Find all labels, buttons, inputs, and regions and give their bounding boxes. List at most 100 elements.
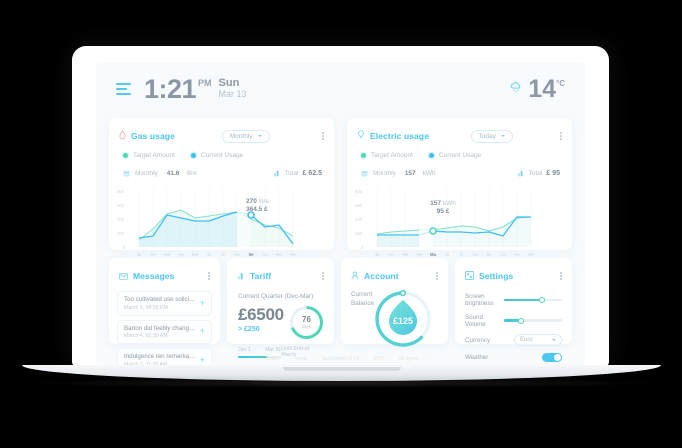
electric-kebab-menu-icon[interactable] (554, 132, 562, 140)
svg-text:Ap: Ap (416, 252, 422, 257)
footer-item-0[interactable]: Privacy (263, 356, 280, 362)
legend-dot-icon (123, 153, 128, 158)
gas-meta-right: Total £ 62.5 (273, 164, 322, 182)
gas-meta-key: Monthly (135, 169, 158, 177)
svg-text:Oc: Oc (500, 252, 505, 257)
svg-text:300: 300 (117, 217, 125, 222)
hamburger-icon[interactable] (116, 83, 131, 95)
legend-dot-icon (428, 153, 434, 158)
message-title: Too cultivated use solicitude (124, 296, 196, 303)
messages-card-header: Messages (109, 258, 220, 285)
settings-kebab-menu-icon[interactable] (554, 272, 562, 280)
electric-chart-tooltip: 157 kWh 95 £ (421, 200, 465, 215)
bar-chart-icon (273, 164, 281, 182)
tariff-kebab-menu-icon[interactable] (316, 272, 324, 280)
messages-card: Messages Too cultivated use solicitude M… (109, 258, 220, 366)
svg-text:Au: Au (234, 252, 240, 257)
tariff-card: Tariff Current Quarter (Dec-Mar) £6500 >… (227, 258, 334, 358)
account-card-header: Account (341, 258, 448, 285)
list-item[interactable]: Indulgence ten remarkably March 2, 11:20… (117, 348, 212, 366)
chevron-down-icon (552, 339, 556, 341)
svg-text:500: 500 (117, 189, 125, 194)
account-body: Current Balance £125 (341, 285, 448, 353)
setting-label-currency: Currency (465, 336, 491, 344)
svg-text:0: 0 (361, 245, 364, 250)
setting-label-weather: Weather (465, 353, 489, 361)
gas-tooltip-value: 270 (246, 198, 257, 205)
setting-row-brightness: Screen brightness (465, 293, 562, 307)
svg-text:450: 450 (355, 203, 363, 208)
list-item[interactable]: Barton did feebly change man March 4, 02… (117, 319, 212, 344)
svg-text:Oc: Oc (262, 252, 267, 257)
electric-meta-key: Monthly (373, 169, 396, 177)
tariff-body: Current Quarter (Dec-Mar) £6500 > £250 7… (227, 285, 334, 366)
svg-text:Ap: Ap (178, 252, 184, 257)
footer-item-4: All rights (398, 356, 418, 362)
gas-period-dropdown[interactable]: Monthly (221, 129, 270, 143)
electric-legend-item-current: Current Usage (428, 152, 481, 159)
bulb-icon (357, 127, 365, 145)
svg-text:300: 300 (355, 217, 363, 222)
screen-brightness-slider[interactable] (504, 297, 562, 303)
electric-legend-item-target: Target Amount (361, 152, 413, 159)
svg-text:Se: Se (248, 252, 254, 257)
tariff-amount-group: £6500 > £250 (238, 306, 284, 333)
gas-kebab-menu-icon[interactable] (316, 132, 324, 140)
electric-meta-right: Total £ 95 (517, 164, 560, 182)
cloud-snow-icon (509, 81, 523, 99)
calendar-icon (361, 164, 368, 182)
svg-text:De: De (528, 252, 534, 257)
electric-total-label: Total (528, 169, 543, 177)
weather-toggle[interactable] (542, 352, 562, 362)
sound-volume-slider[interactable] (504, 317, 562, 324)
account-kebab-menu-icon[interactable] (430, 272, 438, 280)
electric-meta-value: 157 (404, 169, 416, 177)
list-item[interactable]: Too cultivated use solicitude March 5, 0… (117, 291, 212, 316)
svg-text:Ma: Ma (192, 252, 198, 257)
clock-day: Sun (218, 76, 240, 89)
settings-card-title: Settings (479, 271, 514, 281)
electric-total-value: £ 95 (546, 169, 560, 177)
tariff-footer: Jan 1 Mar 31 Until End of March (238, 346, 323, 359)
message-time: March 5, 08:55 PM (124, 304, 168, 311)
footer-item-1[interactable]: Terms (293, 356, 308, 362)
tariff-dates: Jan 1 Mar 31 (238, 347, 281, 353)
top-bar: 1:21 PM Sun Mar 13 14 °C (96, 62, 585, 116)
svg-text:No: No (514, 252, 520, 257)
account-balance-value: £125 (393, 316, 413, 326)
messages-kebab-menu-icon[interactable] (202, 272, 210, 280)
laptop-base (22, 365, 661, 381)
clock-time: 1:21 (144, 73, 197, 104)
tariff-days-value: 76 (302, 314, 311, 324)
electric-tooltip-value: 157 (430, 200, 442, 207)
gas-meta-row: Monthly 41.6 litre Total £ 62.5 (109, 159, 334, 182)
svg-text:De: De (290, 252, 296, 257)
clock-ampm: PM (198, 77, 212, 88)
gas-chart-tooltip: 270 litre 364.5 £ (246, 198, 269, 213)
plus-icon[interactable]: + (199, 326, 205, 337)
electric-legend-label-target: Target Amount (371, 152, 413, 159)
svg-text:Fe: Fe (151, 252, 157, 257)
svg-text:Ja: Ja (137, 252, 142, 257)
currency-select[interactable]: Euro (514, 334, 562, 346)
account-card-title: Account (364, 271, 399, 281)
message-time: March 4, 02:30 AM (124, 333, 168, 339)
setting-label-brightness: Screen brightness (465, 293, 494, 307)
tariff-subtitle: Current Quarter (Dec-Mar) (238, 293, 314, 300)
electric-legend: Target Amount Current Usage (347, 145, 572, 159)
tariff-delta: > £250 (238, 326, 260, 333)
gas-card-title: Gas usage (131, 131, 175, 141)
tariff-chart-icon (237, 267, 245, 285)
electric-period-dropdown[interactable]: Today (470, 129, 513, 143)
tariff-days-gauge-inner: 76 days (293, 309, 320, 336)
gas-legend-label-target: Target Amount (133, 152, 175, 159)
gas-total-label: Total (284, 169, 299, 177)
clock-date: Sun Mar 13 (219, 76, 247, 100)
electric-chart: 600 450 300 150 0 (347, 182, 572, 263)
plus-icon[interactable]: + (199, 297, 205, 308)
electric-usage-card: Electric usage Today Target Amount Curre… (347, 118, 572, 257)
gas-period-value: Monthly (229, 132, 253, 140)
gas-total-value: £ 62.5 (302, 169, 322, 177)
plus-icon[interactable]: + (199, 354, 205, 365)
